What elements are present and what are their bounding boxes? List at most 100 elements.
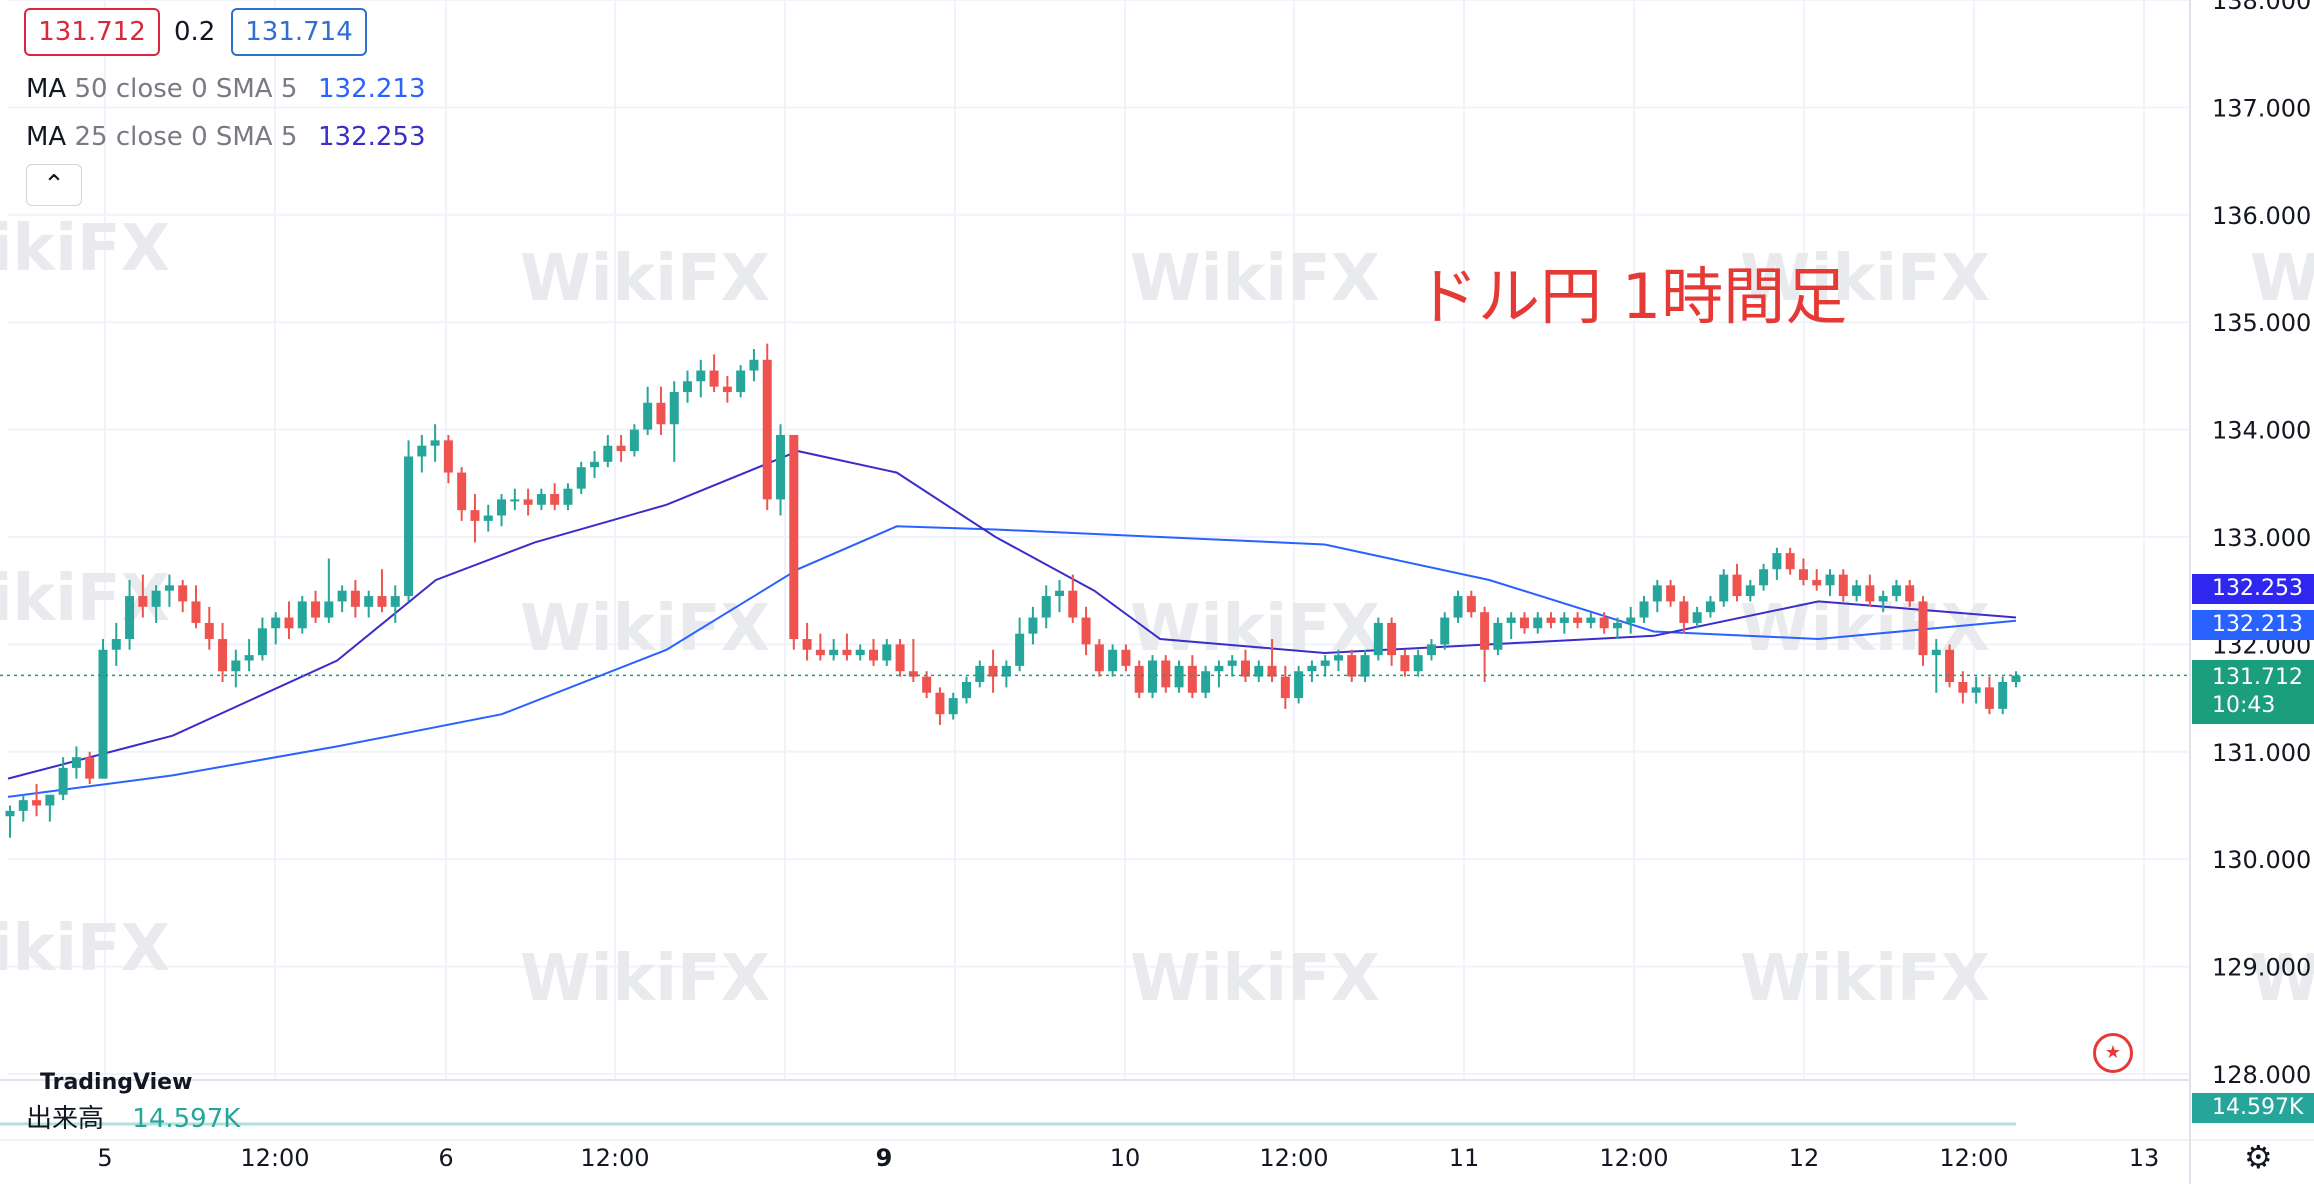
us-flag-icon[interactable]: ★: [2093, 1033, 2133, 1073]
candle-body: [1254, 665, 1264, 677]
candle-body: [244, 655, 254, 661]
candle-body: [470, 510, 480, 521]
volume-label: 出来高: [26, 1104, 105, 1134]
candle-body: [1918, 601, 1928, 656]
candle-body: [1732, 574, 1742, 597]
candle-body: [1001, 665, 1011, 677]
moving-average-lines: [7, 450, 2017, 798]
candle-body: [1798, 569, 1808, 580]
candle-body: [1466, 596, 1476, 613]
candle-body: [1413, 655, 1423, 672]
volume-value: 14.597K: [132, 1104, 241, 1134]
candle-body: [1506, 617, 1516, 623]
candle-body: [1187, 665, 1197, 693]
ma25-params: 25 close 0 SMA 5: [74, 122, 298, 152]
ask-price-box[interactable]: 131.714: [231, 8, 367, 56]
candle-body: [430, 440, 440, 446]
wikifx-watermark: WikiFX: [1130, 942, 1380, 1016]
candle-body: [297, 601, 307, 629]
candle-body: [1054, 590, 1064, 597]
last-price-tag: 131.712 10:43: [2192, 660, 2314, 724]
price-tick-label: 129.000: [2212, 954, 2311, 982]
candle-body: [736, 370, 746, 393]
candle-body: [789, 434, 799, 640]
wikifx-watermark: WikiFX: [520, 242, 770, 316]
candle-body: [1891, 585, 1901, 597]
candle-body: [1639, 601, 1649, 618]
time-axis: 5 12:00 6 12:00 9 10 12:00 11 12:00 12 12:00 13: [0, 1139, 2314, 1172]
candle-body: [1533, 617, 1543, 629]
chevron-up-icon[interactable]: ⌃: [26, 164, 82, 206]
candle-body: [5, 810, 15, 817]
candle-body: [1586, 617, 1596, 623]
candle-body: [1785, 553, 1795, 570]
gear-icon[interactable]: ⚙: [2244, 1138, 2273, 1176]
candle-body: [749, 359, 759, 371]
candle-body: [1081, 617, 1091, 645]
candle-body: [364, 596, 374, 607]
candle-body: [1347, 655, 1357, 677]
price-tick-label: 135.000: [2212, 309, 2311, 337]
candle-body: [1015, 633, 1025, 666]
candle-body: [696, 370, 706, 382]
candle-body: [1772, 553, 1782, 570]
wikifx-watermark: WikiFX: [1130, 592, 1380, 666]
candle-body: [1652, 585, 1662, 602]
time-tick-label: 12:00: [1939, 1144, 2008, 1172]
candle-body: [324, 601, 334, 618]
candle-body: [1280, 676, 1290, 699]
candle-body: [1240, 660, 1250, 677]
candle-body: [2011, 675, 2021, 682]
ma50-price-tag: 132.213: [2192, 610, 2314, 640]
candle-body: [895, 644, 905, 672]
candle-body: [1559, 617, 1569, 623]
ma-line: [7, 450, 2017, 780]
candle-body: [1998, 681, 2008, 709]
candle-body: [204, 622, 214, 640]
candle-body: [975, 665, 985, 682]
candle-body: [1626, 617, 1636, 623]
candle-body: [85, 757, 95, 779]
time-tick-label: 12:00: [580, 1144, 649, 1172]
candle-body: [1480, 612, 1490, 650]
time-tick-label: 9: [876, 1144, 893, 1172]
wikifx-watermark: WikiFX: [520, 592, 770, 666]
candle-body: [829, 649, 839, 656]
ma50-legend[interactable]: MA 50 close 0 SMA 5 132.213: [26, 74, 426, 104]
ma25-legend[interactable]: MA 25 close 0 SMA 5 132.253: [26, 122, 426, 152]
candle-body: [563, 488, 573, 505]
time-tick-label: 10: [1110, 1144, 1141, 1172]
candle-body: [257, 628, 267, 656]
candle-body: [1599, 617, 1609, 629]
candle-body: [1865, 585, 1875, 602]
candle-body: [191, 601, 201, 623]
candle-body: [1612, 622, 1622, 629]
chart-grid: [8, 0, 2190, 1080]
price-tick-label: 137.000: [2212, 94, 2311, 122]
bid-price-box[interactable]: 131.712: [24, 8, 160, 56]
candle-body: [417, 445, 427, 457]
candle-body: [350, 590, 360, 607]
ma25-name: MA: [26, 122, 67, 152]
ma50-name: MA: [26, 74, 67, 104]
wikifx-watermark: WikiFX: [0, 912, 170, 986]
candle-body: [1267, 665, 1277, 677]
candle-body: [231, 660, 241, 672]
candle-body: [1878, 596, 1888, 602]
candle-body: [603, 445, 613, 462]
candle-body: [523, 499, 533, 505]
candle-body: [98, 649, 108, 779]
candle-body: [1387, 622, 1397, 656]
candle-body: [1825, 574, 1835, 586]
ma25-value: 132.253: [318, 122, 426, 152]
candle-body: [497, 499, 507, 516]
candles: [5, 343, 2021, 838]
candle-body: [988, 665, 998, 677]
volume-legend[interactable]: 出来高 14.597K: [26, 1098, 240, 1135]
candle-body: [1214, 665, 1224, 672]
candle-body: [1692, 612, 1702, 623]
bar-countdown: 10:43: [2212, 693, 2276, 718]
candle-body: [1666, 585, 1676, 602]
price-tick-label: 133.000: [2212, 524, 2311, 552]
